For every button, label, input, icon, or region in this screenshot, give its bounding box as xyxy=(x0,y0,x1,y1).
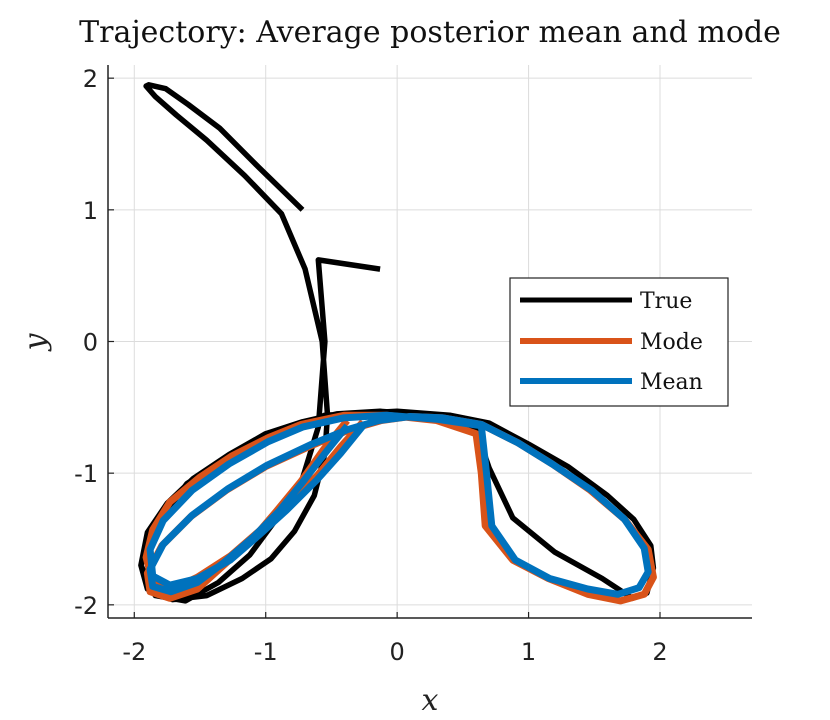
x-tick-label: -1 xyxy=(254,638,278,666)
y-tick-label: 0 xyxy=(83,329,98,357)
x-axis-label: x xyxy=(422,683,439,718)
y-tick-label: 2 xyxy=(83,65,98,93)
x-tick-label: -2 xyxy=(122,638,146,666)
legend-label-mean: Mean xyxy=(640,370,703,395)
plot-area xyxy=(138,82,657,605)
y-tick-label: -2 xyxy=(74,592,98,620)
axes xyxy=(107,65,752,619)
y-tick-label: -1 xyxy=(74,460,98,488)
chart-title: Trajectory: Average posterior mean and m… xyxy=(79,15,781,50)
legend: True Mode Mean xyxy=(509,277,729,407)
tick-labels: -2 -1 0 1 2 -2 -1 0 1 2 xyxy=(74,65,668,666)
x-tick-label: 0 xyxy=(390,638,405,666)
x-tick-label: 1 xyxy=(521,638,536,666)
legend-label-mode: Mode xyxy=(640,330,703,355)
y-tick-label: 1 xyxy=(83,197,98,225)
series-line-mean xyxy=(146,411,652,598)
series-line-mode xyxy=(142,411,657,605)
x-tick-label: 2 xyxy=(652,638,667,666)
y-axis-label: y xyxy=(18,332,53,352)
legend-label-true: True xyxy=(640,289,692,314)
series-line-true xyxy=(138,82,657,604)
